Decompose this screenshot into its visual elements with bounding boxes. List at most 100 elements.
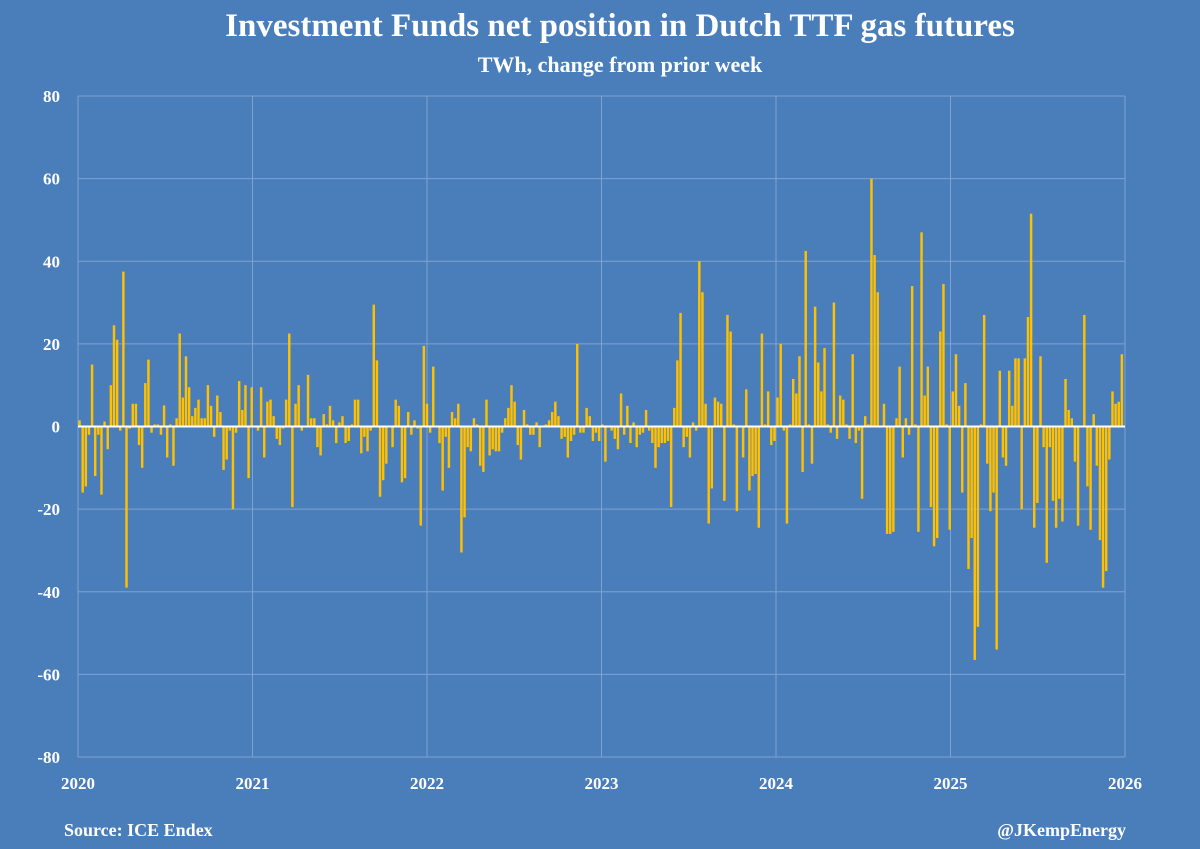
bar — [184, 356, 188, 427]
bar — [751, 426, 754, 477]
bar — [419, 426, 422, 526]
bar — [90, 364, 94, 427]
bar — [300, 426, 304, 431]
bar — [335, 426, 338, 444]
x-tick-label: 2025 — [934, 774, 968, 793]
bar — [131, 403, 134, 427]
bar — [482, 426, 485, 472]
bar — [1108, 426, 1111, 460]
bar — [397, 405, 401, 427]
bar — [770, 426, 773, 446]
bar — [935, 426, 939, 539]
x-tick-label: 2020 — [61, 774, 95, 793]
bar — [576, 343, 579, 427]
bar — [942, 283, 945, 427]
bar — [266, 401, 269, 427]
bar — [657, 426, 660, 448]
x-tick-label: 2021 — [236, 774, 270, 793]
bar — [804, 250, 807, 427]
bar — [885, 426, 889, 534]
bar — [635, 426, 638, 448]
bar — [954, 354, 958, 427]
bar — [748, 426, 751, 491]
bar — [685, 426, 689, 437]
bar — [1092, 414, 1095, 427]
bar — [957, 405, 961, 427]
bar — [375, 360, 379, 427]
bar — [450, 412, 454, 427]
bar — [122, 271, 125, 427]
x-tick-label: 2023 — [585, 774, 619, 793]
bar — [115, 339, 119, 427]
chart-title: Investment Funds net position in Dutch T… — [225, 8, 1015, 44]
bar — [560, 426, 563, 439]
bar — [475, 424, 479, 427]
bar — [882, 403, 886, 427]
bar — [385, 426, 388, 464]
bar — [1023, 358, 1027, 427]
bar — [197, 399, 200, 427]
bar — [585, 407, 588, 427]
bar — [93, 426, 97, 477]
bar — [413, 420, 416, 427]
bar — [1095, 426, 1099, 466]
bar — [422, 345, 426, 427]
bar — [669, 426, 673, 508]
bar — [147, 359, 150, 427]
bar — [795, 393, 798, 427]
bar — [463, 426, 466, 518]
bar — [910, 286, 914, 427]
bar — [773, 426, 776, 441]
bar — [460, 426, 463, 553]
bar — [191, 416, 194, 427]
bar — [284, 399, 288, 427]
bar — [763, 424, 767, 427]
bar — [159, 426, 163, 435]
bar — [175, 418, 178, 427]
bar — [591, 426, 595, 441]
bar — [507, 407, 510, 427]
bar — [106, 426, 109, 450]
bar — [901, 426, 904, 458]
bar — [535, 422, 538, 427]
bar — [1058, 426, 1061, 499]
bar — [1051, 426, 1055, 501]
bar — [128, 426, 131, 429]
y-tick-label: 40 — [43, 252, 60, 271]
bar — [648, 426, 651, 431]
bar — [457, 403, 460, 427]
bar — [519, 426, 523, 460]
bar — [187, 387, 191, 427]
bar — [613, 426, 617, 439]
bar — [660, 426, 663, 444]
bar — [863, 416, 867, 427]
bar — [1117, 401, 1120, 427]
bar — [112, 325, 116, 427]
bar — [810, 426, 814, 464]
bar — [782, 426, 786, 431]
bar — [554, 401, 557, 427]
bar — [497, 426, 501, 452]
bar — [1017, 358, 1020, 427]
bar — [394, 399, 397, 427]
bar — [626, 405, 629, 427]
bar — [250, 387, 253, 427]
bar — [889, 426, 892, 534]
bar — [992, 426, 995, 493]
bar — [416, 426, 419, 429]
bar — [716, 401, 720, 427]
bar — [316, 426, 319, 448]
bar — [892, 426, 895, 532]
bar — [194, 407, 197, 427]
bar — [222, 426, 225, 470]
bar — [309, 418, 313, 427]
bar — [331, 420, 335, 427]
bar — [313, 418, 316, 427]
bar — [632, 422, 635, 427]
bar — [873, 255, 876, 427]
bar — [100, 426, 103, 495]
bar — [156, 424, 160, 427]
bar — [466, 426, 469, 448]
bar — [741, 426, 745, 458]
bar — [228, 426, 232, 431]
